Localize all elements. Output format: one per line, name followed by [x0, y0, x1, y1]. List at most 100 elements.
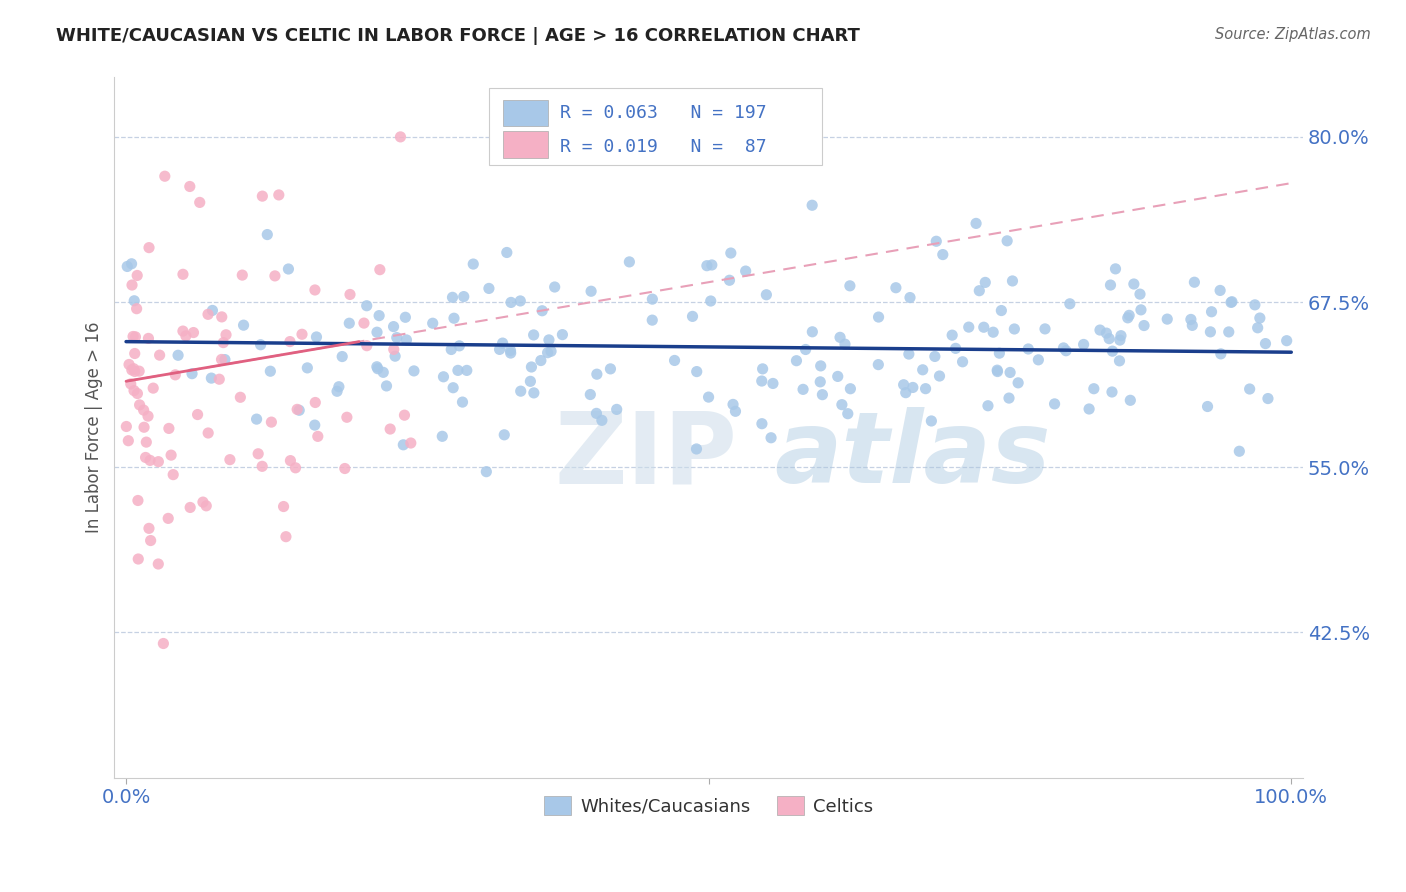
Point — [751, 362, 773, 376]
Point — [115, 419, 138, 434]
Point — [520, 359, 543, 374]
Point — [1101, 344, 1123, 359]
Point — [519, 375, 541, 389]
Point — [375, 379, 398, 393]
Point — [751, 417, 773, 431]
Point — [443, 311, 465, 326]
Point — [280, 453, 302, 467]
Point — [1129, 302, 1152, 317]
Point — [801, 325, 824, 339]
Point — [697, 390, 720, 404]
Point — [162, 467, 184, 482]
Point — [181, 367, 204, 381]
Point — [264, 268, 287, 283]
Text: R = 0.063   N = 197: R = 0.063 N = 197 — [560, 104, 766, 122]
Point — [901, 380, 924, 394]
Legend: Whites/Caucasians, Celtics: Whites/Caucasians, Celtics — [534, 787, 883, 824]
Point — [197, 307, 219, 321]
Point — [165, 368, 187, 382]
Point — [152, 636, 174, 650]
Point — [509, 384, 531, 399]
Point — [606, 402, 628, 417]
Point — [586, 367, 609, 381]
Point — [619, 255, 641, 269]
Point — [1218, 325, 1240, 339]
Point — [307, 429, 329, 443]
Point — [373, 365, 395, 379]
Point — [1220, 294, 1243, 309]
Point — [838, 278, 860, 293]
Point — [384, 349, 406, 363]
Point — [785, 353, 807, 368]
Point — [965, 216, 987, 230]
Point — [1109, 328, 1132, 343]
Point — [153, 169, 176, 184]
Point — [536, 345, 558, 359]
Point — [537, 333, 560, 347]
Point — [453, 289, 475, 303]
Point — [117, 434, 139, 448]
Point — [755, 287, 778, 301]
Point — [1227, 444, 1250, 458]
Point — [1133, 318, 1156, 333]
Point — [138, 241, 160, 255]
Point — [839, 382, 862, 396]
Point — [174, 329, 197, 343]
Point — [333, 461, 356, 475]
Point — [337, 316, 360, 330]
Point — [278, 334, 301, 349]
Point — [1257, 392, 1279, 406]
Point — [1122, 277, 1144, 291]
Point — [252, 189, 274, 203]
Text: ZIP: ZIP — [554, 407, 737, 504]
Point — [682, 310, 704, 324]
Point — [491, 336, 513, 351]
Point — [256, 227, 278, 242]
Point — [1002, 322, 1025, 336]
Point — [232, 318, 254, 333]
Point — [451, 395, 474, 409]
Point — [328, 380, 350, 394]
Point — [142, 381, 165, 395]
Point — [132, 403, 155, 417]
Point — [1108, 354, 1130, 368]
Point — [195, 499, 218, 513]
Point — [811, 387, 834, 401]
Point — [139, 453, 162, 467]
Point — [1108, 333, 1130, 347]
Point — [124, 346, 146, 360]
Point — [135, 435, 157, 450]
Point — [367, 361, 389, 376]
Point — [1197, 400, 1219, 414]
Point — [402, 364, 425, 378]
Point — [969, 284, 991, 298]
Point — [200, 371, 222, 385]
Point — [898, 291, 921, 305]
Point — [1182, 275, 1205, 289]
Point — [928, 369, 950, 384]
Point — [394, 310, 416, 325]
Point — [128, 398, 150, 412]
Point — [231, 268, 253, 282]
Point — [250, 459, 273, 474]
Point — [356, 299, 378, 313]
Point — [288, 403, 311, 417]
Point — [494, 427, 516, 442]
Point — [762, 376, 785, 391]
Point — [945, 342, 967, 356]
Point — [201, 303, 224, 318]
Point — [1247, 320, 1270, 334]
Point — [1239, 382, 1261, 396]
Point — [127, 552, 149, 566]
Point — [998, 391, 1021, 405]
Point — [259, 364, 281, 378]
Point — [585, 406, 607, 420]
Point — [685, 442, 707, 456]
Point — [1095, 326, 1118, 340]
Point — [366, 325, 388, 339]
Point — [801, 198, 824, 212]
Point — [128, 364, 150, 378]
Point — [211, 352, 233, 367]
Point — [920, 414, 942, 428]
Point — [724, 404, 747, 418]
